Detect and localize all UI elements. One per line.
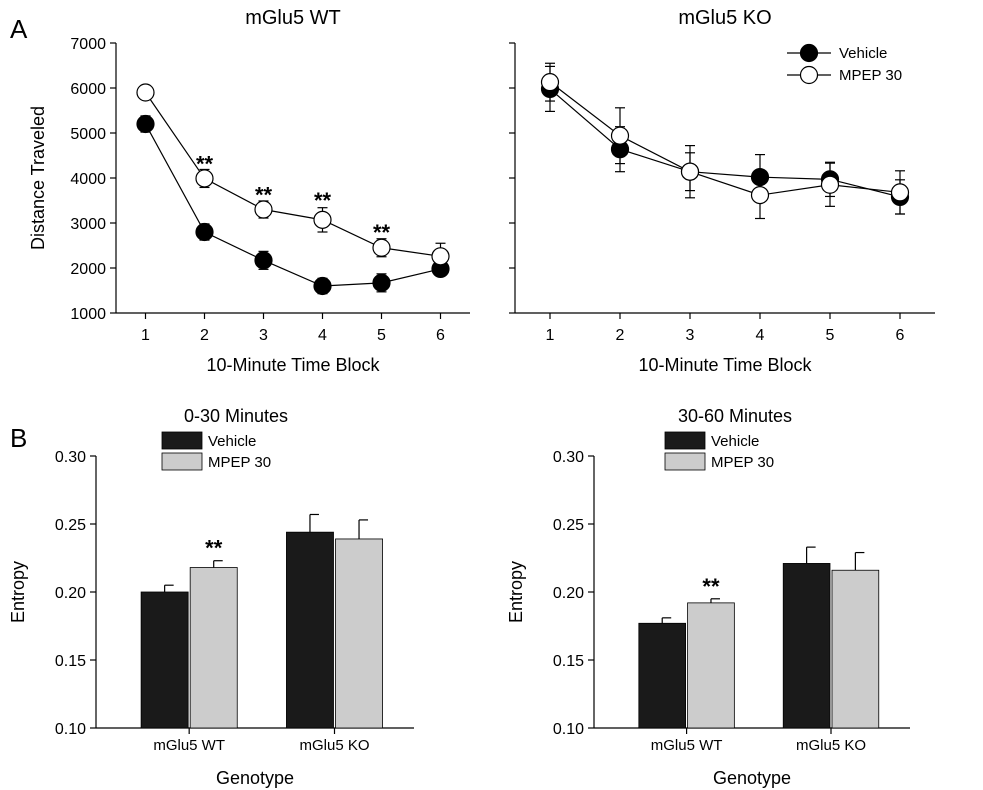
legend-label: Vehicle: [839, 45, 887, 62]
significance-marker: **: [255, 182, 273, 207]
y-tick-label: 0.20: [55, 585, 86, 602]
x-tick-label: 6: [436, 327, 445, 344]
legend-marker-mpep-30: [799, 65, 819, 85]
chart-title: 30-60 Minutes: [678, 406, 792, 426]
data-point-mpep-30: [890, 183, 910, 202]
data-point-vehicle: [254, 251, 273, 270]
significance-marker: **: [702, 574, 720, 599]
x-tick-label: 3: [686, 327, 695, 344]
y-tick-label: 0.30: [55, 449, 86, 466]
x-tick-label: 2: [200, 327, 209, 344]
bar-chart-30-60: 0.10 0.15 0.20 0.25 0.30 mGlu5 WT mGlu5 KO ** 30…: [506, 406, 910, 788]
legend-swatch-vehicle: [161, 431, 203, 450]
x-tick-label: mGlu5 KO: [299, 737, 369, 754]
x-axis-label: 10-Minute Time Block: [638, 355, 812, 375]
panel-label-a: A: [10, 14, 28, 44]
significance-marker: **: [196, 151, 214, 176]
data-point-mpep-30: [680, 162, 700, 181]
x-axis-label: Genotype: [216, 768, 294, 788]
legend-label: MPEP 30: [711, 454, 774, 471]
y-tick-label: 0.10: [553, 721, 584, 738]
bar-vehicle-mglu5-wt: [140, 591, 189, 729]
series-line-mpep-30: [145, 92, 441, 257]
panel-label-b: B: [10, 423, 27, 453]
legend-swatch-mpep-30: [161, 452, 203, 471]
data-point-vehicle: [313, 276, 332, 296]
y-tick-label: 7000: [70, 36, 106, 53]
data-point-mpep-30: [820, 175, 840, 194]
y-tick-label: 6000: [70, 81, 106, 98]
y-tick-label: 0.15: [553, 653, 584, 670]
x-tick-label: 2: [616, 327, 625, 344]
bar-mpep-30-mglu5-ko: [335, 538, 383, 729]
data-point-mpep-30: [254, 200, 273, 219]
series-line-vehicle: [549, 88, 901, 198]
y-tick-label: 5000: [70, 126, 106, 143]
y-axis-label: Entropy: [8, 561, 28, 623]
legend-label: MPEP 30: [208, 454, 271, 471]
y-tick-label: 0.10: [55, 721, 86, 738]
y-tick-label: 2000: [70, 261, 106, 278]
data-point-mpep-30: [750, 186, 770, 205]
bar-mpep-30-mglu5-wt: [687, 602, 735, 729]
bar-chart-0-30: 0.10 0.15 0.20 0.25 0.30 mGlu5 WT mGlu5 KO ** 0-…: [8, 406, 414, 788]
x-tick-label: 3: [259, 327, 268, 344]
y-axis-label: Entropy: [506, 561, 526, 623]
significance-marker: **: [314, 188, 332, 213]
legend-marker-vehicle: [799, 43, 819, 63]
bar-vehicle-mglu5-ko: [782, 563, 831, 729]
data-point-mpep-30: [431, 247, 450, 266]
data-point-mpep-30: [313, 210, 332, 229]
data-point-mpep-30: [195, 169, 214, 188]
y-tick-label: 0.25: [553, 517, 584, 534]
data-point-mpep-30: [540, 73, 560, 92]
x-tick-label: 1: [141, 327, 150, 344]
y-tick-label: 3000: [70, 216, 106, 233]
data-point-vehicle: [372, 273, 391, 292]
x-axis-label: Genotype: [713, 768, 791, 788]
legend-label: Vehicle: [208, 433, 256, 450]
line-chart-ko: 1 2 3 4 5 6 mGlu5 KO 10-Minute Time Block Vehicl…: [509, 7, 935, 375]
x-tick-label: mGlu5 WT: [153, 737, 225, 754]
data-point-vehicle: [750, 168, 770, 187]
data-point-mpep-30: [372, 238, 391, 257]
y-tick-label: 0.15: [55, 653, 86, 670]
y-tick-label: 4000: [70, 171, 106, 188]
x-tick-label: 5: [826, 327, 835, 344]
legend-swatch-mpep-30: [664, 452, 706, 471]
significance-marker: **: [205, 536, 223, 561]
y-axis-label: Distance Traveled: [28, 106, 48, 250]
series-line-vehicle: [144, 123, 441, 287]
line-chart-wt: 1000 2000 3000 4000 5000 6000 7000 1 2 3 4 5 6 mGlu5 …: [28, 7, 470, 375]
chart-title: mGlu5 KO: [678, 7, 771, 29]
y-tick-label: 1000: [70, 306, 106, 323]
bar-vehicle-mglu5-wt: [638, 622, 686, 729]
data-point-vehicle: [136, 114, 155, 134]
x-tick-label: mGlu5 WT: [651, 737, 723, 754]
bar-vehicle-mglu5-ko: [286, 531, 334, 729]
bar-mpep-30-mglu5-wt: [189, 567, 238, 729]
y-tick-label: 0.30: [553, 449, 584, 466]
data-point-vehicle: [195, 222, 214, 242]
x-tick-label: 4: [318, 327, 327, 344]
y-tick-label: 0.20: [553, 585, 584, 602]
y-tick-label: 0.25: [55, 517, 86, 534]
x-tick-label: 5: [377, 327, 386, 344]
chart-title: mGlu5 WT: [245, 7, 341, 29]
x-tick-label: 6: [896, 327, 905, 344]
x-tick-label: 1: [546, 327, 555, 344]
legend-label: MPEP 30: [839, 67, 902, 84]
x-tick-label: mGlu5 KO: [796, 737, 866, 754]
chart-title: 0-30 Minutes: [184, 406, 288, 426]
data-point-mpep-30: [136, 83, 155, 102]
x-axis-label: 10-Minute Time Block: [206, 355, 380, 375]
legend-label: Vehicle: [711, 433, 759, 450]
series-line-mpep-30: [549, 81, 901, 196]
significance-marker: **: [373, 220, 391, 245]
x-tick-label: 4: [756, 327, 765, 344]
legend-swatch-vehicle: [664, 431, 706, 450]
bar-mpep-30-mglu5-ko: [831, 569, 880, 729]
data-point-mpep-30: [610, 126, 630, 145]
